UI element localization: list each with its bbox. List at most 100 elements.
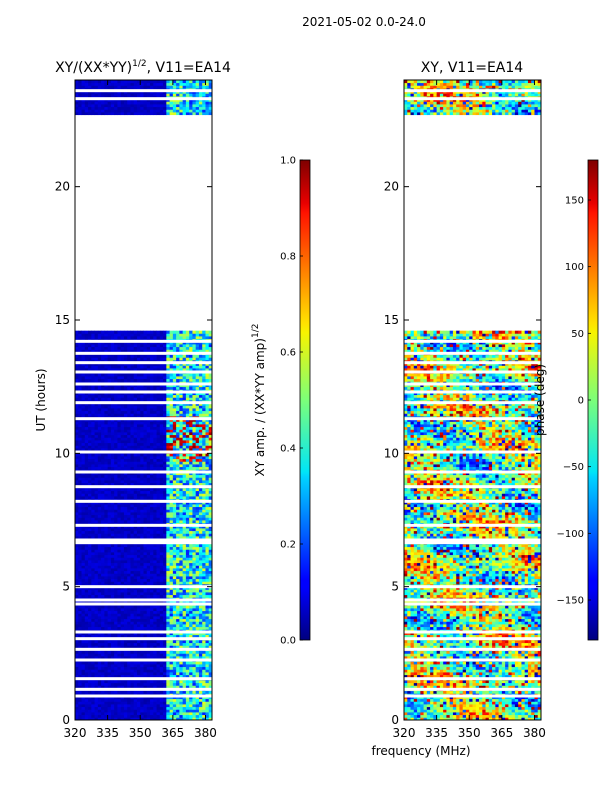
p1-cell xyxy=(205,546,210,550)
p1-cell xyxy=(110,680,115,684)
p1-cell xyxy=(104,512,109,516)
p1-cell xyxy=(166,704,170,708)
p1-cell xyxy=(198,490,203,494)
p1-cell xyxy=(123,714,128,718)
p1-cell xyxy=(202,672,206,676)
p1-cell xyxy=(143,626,148,630)
p1-cell xyxy=(195,493,200,497)
p1-cell xyxy=(140,634,144,638)
p1-cell xyxy=(146,690,151,694)
p1-cell xyxy=(172,576,177,580)
p1-cell xyxy=(176,445,180,449)
p1-cell xyxy=(202,680,206,684)
p1-cell xyxy=(150,554,154,558)
p1-cell xyxy=(91,546,95,550)
p1-cell xyxy=(150,477,154,481)
p1-cell xyxy=(140,650,144,654)
p1-cell xyxy=(169,698,174,702)
p1-cell xyxy=(143,509,148,513)
p1-cell xyxy=(195,490,200,494)
p1-cell xyxy=(143,520,148,524)
p1-cell xyxy=(75,501,79,505)
p1-cell xyxy=(97,464,102,468)
p1-cell xyxy=(150,682,154,686)
p1-cell xyxy=(163,656,167,660)
p1-cell xyxy=(88,714,92,718)
p1-cell xyxy=(81,426,86,430)
p1-cell xyxy=(123,482,128,486)
p1-cell xyxy=(114,714,118,718)
p1-cell xyxy=(146,533,151,537)
p1-cell xyxy=(153,477,157,481)
p1-cell xyxy=(107,549,112,553)
p1-cell xyxy=(94,573,99,577)
p1-cell xyxy=(182,696,187,700)
p1-cell xyxy=(189,413,193,417)
p1-cell xyxy=(136,712,141,716)
p1-cell xyxy=(107,501,112,505)
p1-cell xyxy=(140,645,144,649)
p1-cell xyxy=(136,533,141,537)
p1-cell xyxy=(123,546,128,550)
p1-cell xyxy=(185,600,190,604)
p1-cell xyxy=(88,410,92,414)
p1-cell xyxy=(101,586,105,590)
p1-cell xyxy=(182,442,187,446)
p1-cell xyxy=(97,560,102,564)
p1-cell xyxy=(176,544,180,548)
p1-cell xyxy=(91,570,95,574)
p1-cell xyxy=(179,429,184,433)
p1-cell xyxy=(156,418,161,422)
p1-cell xyxy=(114,645,118,649)
p1-cell xyxy=(146,680,151,684)
p1-cell xyxy=(104,645,109,649)
p1-cell xyxy=(176,474,180,478)
p1-cell xyxy=(208,434,212,438)
p1-cell xyxy=(159,666,164,670)
p1-cell xyxy=(179,573,184,577)
p1-cell xyxy=(195,466,200,470)
p1-cell xyxy=(127,709,131,713)
p1-cell xyxy=(195,704,200,708)
p1-cell xyxy=(114,546,118,550)
p1-cell xyxy=(114,504,118,508)
p1-cell xyxy=(107,408,112,412)
p1-cell xyxy=(110,613,115,617)
p1-cell xyxy=(153,544,157,548)
p1-cell xyxy=(104,576,109,580)
p1-cell xyxy=(192,656,197,660)
p1-cell xyxy=(104,474,109,478)
p1-cell xyxy=(179,554,184,558)
p1-cell xyxy=(94,440,99,444)
p1-cell xyxy=(107,456,112,460)
p1-cell xyxy=(110,576,115,580)
p1-cell xyxy=(169,464,174,468)
p1-cell xyxy=(169,477,174,481)
p1-cell xyxy=(172,717,177,720)
p1-cell xyxy=(117,698,122,702)
p1-cell xyxy=(166,530,170,534)
p1-cell xyxy=(130,634,135,638)
p1-cell xyxy=(120,592,125,596)
p1-cell xyxy=(202,581,206,585)
p1-cell xyxy=(136,650,141,654)
p1-cell xyxy=(123,509,128,513)
p1-cell xyxy=(136,477,141,481)
p1-cell xyxy=(198,429,203,433)
p1-cell xyxy=(208,429,212,433)
p1-cell xyxy=(88,514,92,518)
p1-cell xyxy=(123,520,128,524)
p1-cell xyxy=(195,448,200,452)
p1-cell xyxy=(150,482,154,486)
p1-cell xyxy=(208,576,212,580)
p1-cell xyxy=(91,690,95,694)
p1-cell xyxy=(205,429,210,433)
p1-cell xyxy=(185,490,190,494)
p1-cell xyxy=(202,570,206,574)
p1-cell xyxy=(84,482,89,486)
p1-cell xyxy=(205,554,210,558)
p1-cell xyxy=(156,605,161,609)
p1-cell xyxy=(104,642,109,646)
p1-cell xyxy=(88,474,92,478)
p1-cell xyxy=(97,418,102,422)
